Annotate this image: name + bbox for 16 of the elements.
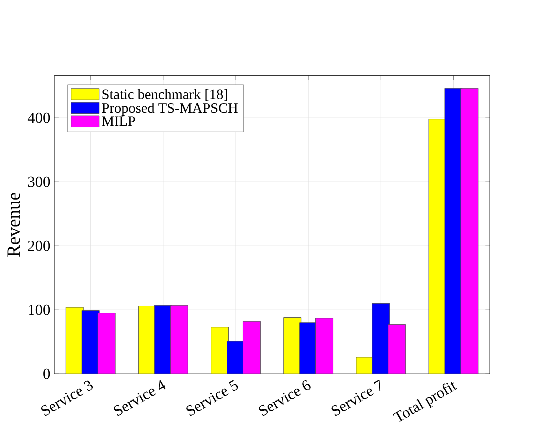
y-tick-label: 0 [44, 368, 50, 380]
bar [211, 327, 229, 374]
bar [170, 305, 188, 374]
legend-label: Proposed TS-MAPSCH [102, 103, 238, 116]
bar [460, 88, 479, 374]
y-tick-label: 400 [28, 112, 50, 124]
y-tick-label: 200 [28, 240, 50, 252]
legend-label: MILP [102, 116, 136, 126]
y-tick-label: 300 [28, 176, 50, 188]
legend-label: Static benchmark [18] [102, 89, 228, 102]
bar [388, 324, 406, 374]
bar [316, 318, 334, 374]
bar [243, 321, 261, 374]
y-axis-title: Revenue [8, 192, 20, 257]
bar [98, 313, 116, 374]
y-tick-label: 100 [29, 304, 50, 316]
